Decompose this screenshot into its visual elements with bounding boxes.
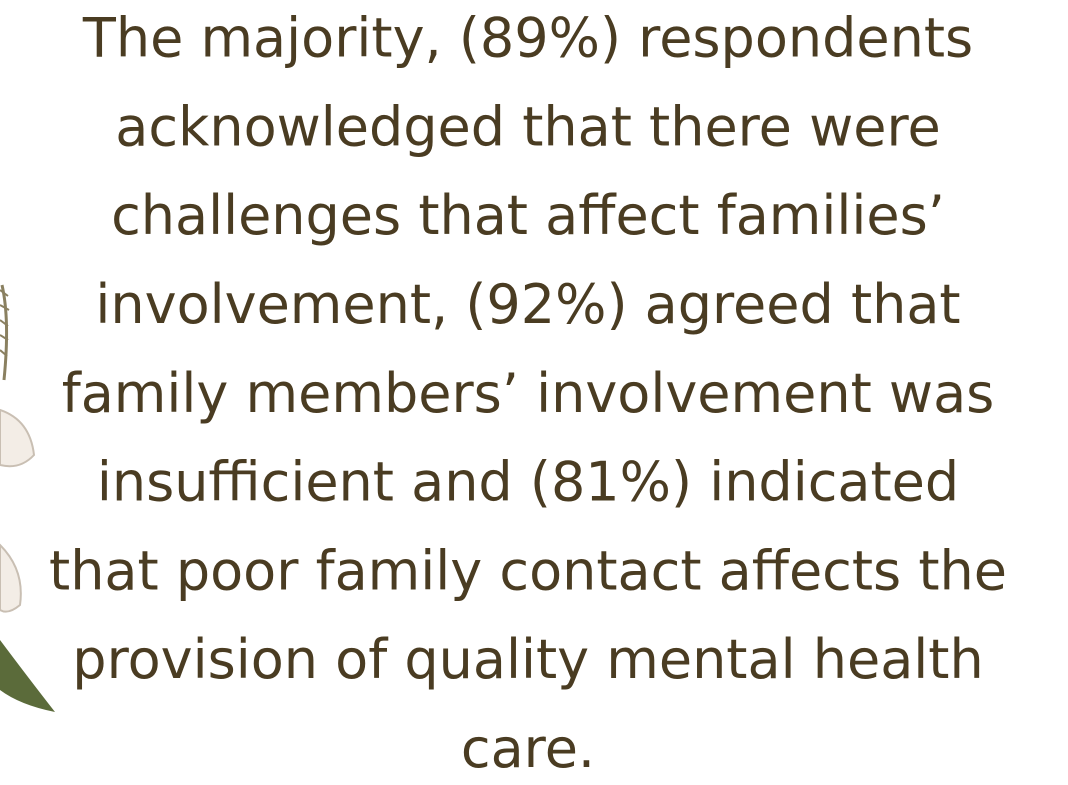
paragraph: The majority, (89%) respondents acknowled… (49, 7, 1007, 780)
text-line: that poor family contact affects the (49, 539, 1007, 602)
text-line: involvement, (92%) agreed that (95, 273, 960, 336)
page: The majority, (89%) respondents acknowled… (0, 0, 1068, 785)
text-line: family members’ involvement was (62, 362, 995, 425)
slide: The majority, (89%) respondents acknowled… (0, 0, 1068, 785)
text-line: insufficient and (81%) indicated (97, 451, 959, 514)
text-line: challenges that affect families’ (111, 184, 945, 247)
text-line: care. (461, 717, 595, 780)
text-line: provision of quality mental health (72, 628, 983, 691)
text-line: acknowledged that there were (115, 95, 940, 158)
text-line: The majority, (89%) respondents (82, 7, 973, 70)
